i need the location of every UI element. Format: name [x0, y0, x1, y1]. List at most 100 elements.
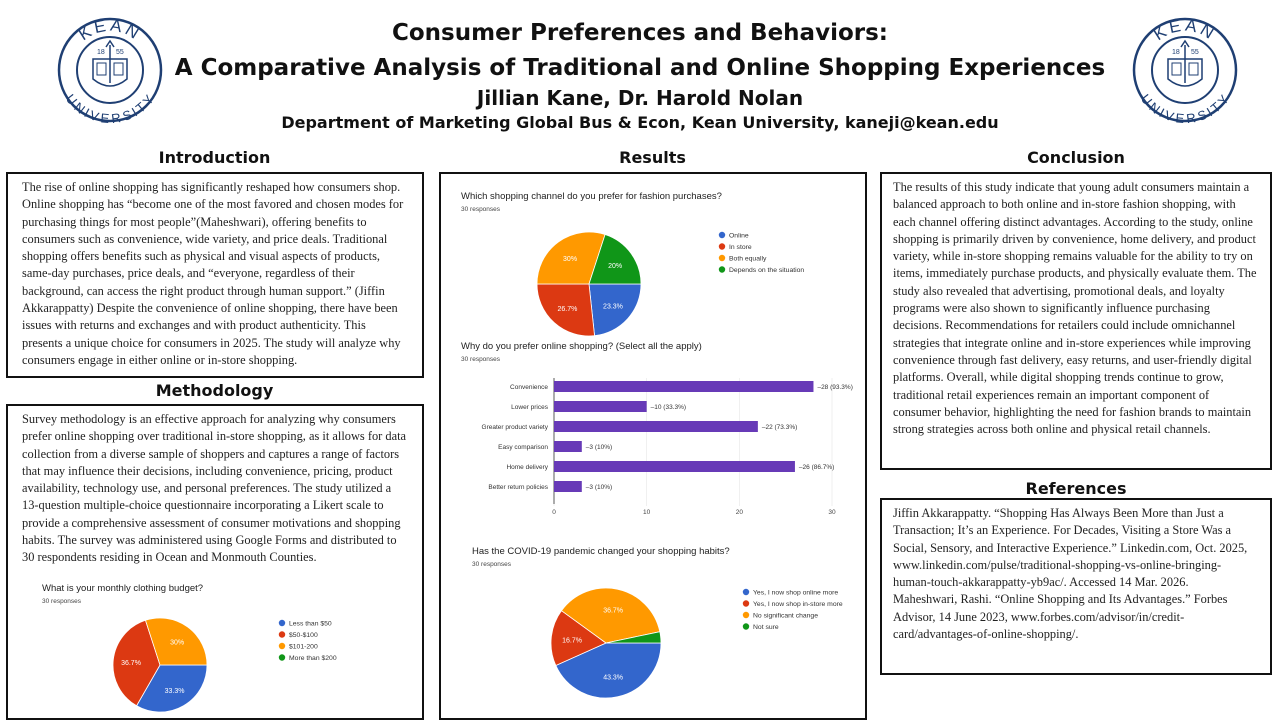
- legend-marker: [718, 266, 726, 273]
- pie-slice: [536, 231, 606, 285]
- bar: [554, 401, 647, 412]
- logo-book: [96, 62, 107, 76]
- introduction-box: The rise of online shopping has signific…: [6, 172, 424, 378]
- poster-authors: Jillian Kane, Dr. Harold Nolan: [476, 86, 804, 110]
- bar-value-label: –3 (10%): [586, 484, 612, 491]
- logo-torch: [1180, 39, 1190, 83]
- pie-slice: [536, 283, 595, 337]
- budget-pie-chart: What is your monthly clothing budget? 30 …: [42, 583, 337, 713]
- reference-item: Jiffin Akkarappatty. “Shopping Has Alway…: [893, 506, 1248, 590]
- chart-subtitle: 30 responses: [42, 598, 82, 605]
- bar-value-label: –22 (73.3%): [762, 424, 797, 431]
- category-label: Convenience: [510, 384, 548, 391]
- bar-value-label: –3 (10%): [586, 444, 612, 451]
- online-reasons-bar-chart: Why do you prefer online shopping? (Sele…: [461, 341, 853, 515]
- bar-value-label: –26 (86.7%): [799, 464, 834, 471]
- legend-marker: [742, 623, 750, 630]
- pie-slice-label: 26.7%: [558, 306, 578, 313]
- bar: [554, 381, 814, 392]
- chart-title: What is your monthly clothing budget?: [42, 583, 203, 594]
- introduction-text: The rise of online shopping has signific…: [22, 180, 404, 367]
- bar: [554, 461, 795, 472]
- logo-book: [1171, 62, 1182, 76]
- pie-slice: [560, 587, 661, 644]
- legend-label: In store: [729, 244, 752, 251]
- legend-label: Both equally: [729, 256, 767, 263]
- legend-label: $101-200: [289, 644, 318, 651]
- chart-title: Why do you prefer online shopping? (Sele…: [461, 341, 702, 352]
- poster-title-line1: Consumer Preferences and Behaviors:: [392, 20, 888, 46]
- legend-label: Less than $50: [289, 621, 332, 628]
- conclusion-text: The results of this study indicate that …: [893, 180, 1257, 437]
- x-tick-label: 20: [736, 509, 744, 515]
- pie-slice: [144, 617, 208, 666]
- legend-marker: [278, 642, 286, 650]
- covid-habits-pie-chart: Has the COVID-19 pandemic changed your s…: [472, 546, 843, 699]
- pie-slice-label: 30%: [563, 256, 577, 263]
- references-box: Jiffin Akkarappatty. “Shopping Has Alway…: [880, 498, 1272, 675]
- methodology-box: Survey methodology is an effective appro…: [6, 404, 424, 720]
- pie-slice: [112, 619, 161, 707]
- legend-label: Depends on the situation: [729, 267, 804, 274]
- legend-marker: [278, 619, 286, 627]
- chart-title: Which shopping channel do you prefer for…: [461, 191, 722, 202]
- conclusion-box: The results of this study indicate that …: [880, 172, 1272, 470]
- bar: [554, 481, 582, 492]
- pie-slice-label: 20%: [608, 263, 622, 270]
- legend-label: No significant change: [753, 613, 818, 620]
- logo-year-right: 55: [116, 49, 124, 56]
- chart-title: Has the COVID-19 pandemic changed your s…: [472, 546, 730, 557]
- chart-subtitle: 30 responses: [461, 206, 501, 213]
- pie-slice: [588, 234, 642, 285]
- channel-preference-pie-chart: Which shopping channel do you prefer for…: [461, 191, 804, 337]
- x-tick-label: 0: [552, 509, 556, 515]
- references-heading: References: [1025, 479, 1127, 498]
- bar-value-label: –10 (33.3%): [651, 404, 686, 411]
- pie-slice-label: 16.7%: [562, 637, 582, 644]
- logo-inner-ring: [1151, 36, 1219, 104]
- legend-label: Yes, I now shop online more: [753, 590, 838, 597]
- chart-subtitle: 30 responses: [461, 356, 501, 363]
- logo-year-left: 18: [1172, 49, 1180, 56]
- logo-torch: [105, 39, 115, 83]
- legend-marker: [278, 631, 286, 638]
- pie-slice: [550, 610, 607, 667]
- legend-label: Online: [729, 233, 749, 240]
- logo-shield: [1167, 58, 1203, 87]
- logo-shield: [92, 58, 128, 87]
- x-tick-label: 30: [828, 509, 836, 515]
- pie-slice: [588, 283, 642, 337]
- category-label: Home delivery: [506, 464, 548, 471]
- legend-label: Not sure: [753, 624, 779, 631]
- legend-marker: [718, 243, 726, 250]
- legend-marker: [278, 654, 286, 661]
- pie-slice: [136, 664, 208, 713]
- logo-book: [113, 62, 124, 76]
- legend-marker: [742, 611, 750, 619]
- bar: [554, 421, 758, 432]
- results-heading: Results: [619, 148, 686, 167]
- category-label: Better return policies: [488, 484, 548, 491]
- legend-label: More than $200: [289, 655, 337, 662]
- pie-slice-label: 33.3%: [165, 688, 185, 695]
- chart-subtitle: 30 responses: [472, 561, 512, 568]
- pie-slice-label: 30%: [170, 639, 184, 646]
- logo-year-right: 55: [1191, 49, 1199, 56]
- legend-marker: [718, 254, 726, 262]
- pie-slice-label: 23.3%: [603, 304, 623, 311]
- logo-book: [1188, 62, 1199, 76]
- category-label: Easy comparison: [498, 444, 548, 451]
- category-label: Lower prices: [511, 404, 549, 411]
- reference-item: Maheshwari, Rashi. “Online Shopping and …: [893, 592, 1228, 642]
- pie-slice: [605, 631, 662, 644]
- legend-label: $50-$100: [289, 632, 318, 639]
- pie-slice: [555, 642, 662, 699]
- pie-slice-label: 36.7%: [603, 608, 623, 615]
- methodology-heading: Methodology: [155, 381, 274, 400]
- bar-value-label: –28 (93.3%): [817, 384, 852, 391]
- legend-marker: [718, 231, 726, 239]
- logo-inner-ring: [76, 36, 144, 104]
- legend-label: Yes, I now shop in-store more: [753, 601, 843, 608]
